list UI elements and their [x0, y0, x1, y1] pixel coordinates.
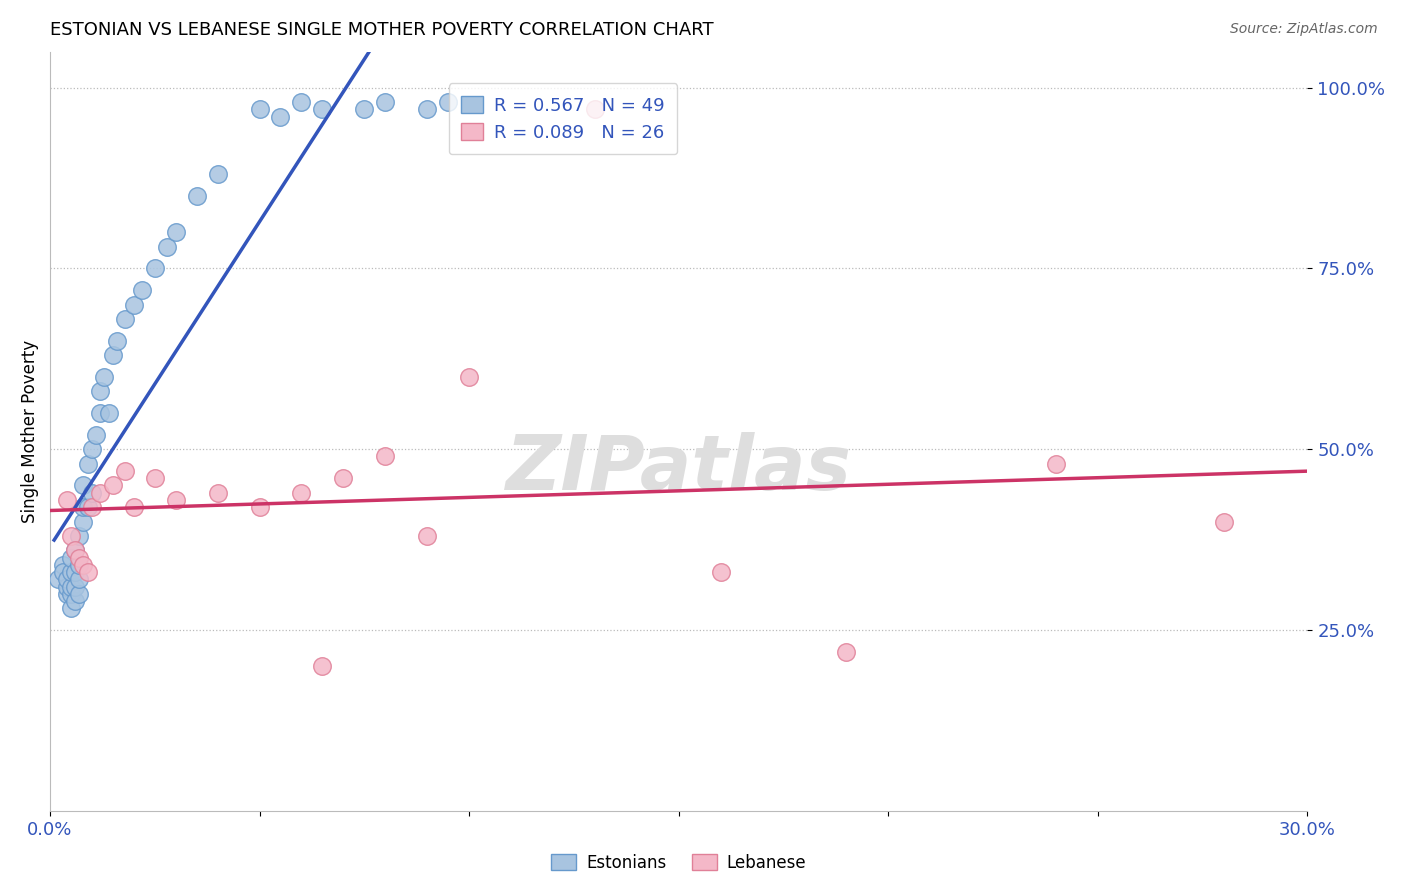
Point: [80, 485, 103, 500]
Legend: Estonians, Lebanese: Estonians, Lebanese: [544, 847, 813, 879]
Point: [72, 478, 94, 492]
Point: [63, 543, 86, 558]
Point: [165, 492, 187, 507]
Point: [55, 580, 77, 594]
Point: [207, 485, 229, 500]
Point: [114, 312, 136, 326]
Point: [59, 565, 82, 579]
Text: ESTONIAN VS LEBANESE SINGLE MOTHER POVERTY CORRELATION CHART: ESTONIAN VS LEBANESE SINGLE MOTHER POVER…: [51, 21, 714, 39]
Point: [72, 500, 94, 514]
Point: [80, 500, 103, 514]
Point: [353, 103, 375, 117]
Point: [311, 659, 333, 673]
Point: [51, 558, 73, 572]
Point: [97, 406, 120, 420]
Point: [290, 95, 312, 109]
Point: [143, 261, 166, 276]
Point: [89, 406, 111, 420]
Point: [59, 580, 82, 594]
Point: [311, 103, 333, 117]
Point: [76, 457, 98, 471]
Point: [63, 580, 86, 594]
Point: [63, 594, 86, 608]
Point: [67, 573, 90, 587]
Point: [72, 515, 94, 529]
Point: [583, 103, 606, 117]
Point: [80, 442, 103, 457]
Point: [55, 573, 77, 587]
Point: [269, 110, 291, 124]
Point: [67, 558, 90, 572]
Point: [437, 95, 460, 109]
Point: [1045, 457, 1067, 471]
Point: [1212, 515, 1234, 529]
Point: [59, 550, 82, 565]
Point: [332, 471, 354, 485]
Point: [51, 565, 73, 579]
Point: [122, 500, 145, 514]
Point: [89, 384, 111, 399]
Point: [156, 240, 179, 254]
Point: [101, 348, 124, 362]
Point: [76, 565, 98, 579]
Point: [374, 450, 396, 464]
Point: [835, 645, 858, 659]
Point: [186, 189, 208, 203]
Point: [76, 500, 98, 514]
Point: [458, 370, 481, 384]
Text: Source: ZipAtlas.com: Source: ZipAtlas.com: [1230, 22, 1378, 37]
Point: [416, 103, 439, 117]
Text: ZIPatlas: ZIPatlas: [506, 432, 852, 506]
Point: [55, 492, 77, 507]
Point: [72, 558, 94, 572]
Point: [55, 587, 77, 601]
Point: [143, 471, 166, 485]
Point: [101, 478, 124, 492]
Point: [59, 587, 82, 601]
Point: [105, 334, 128, 348]
Point: [84, 427, 107, 442]
Point: [122, 297, 145, 311]
Point: [67, 587, 90, 601]
Y-axis label: Single Mother Poverty: Single Mother Poverty: [21, 340, 39, 523]
Point: [93, 370, 115, 384]
Point: [67, 529, 90, 543]
Point: [59, 601, 82, 615]
Point: [46, 573, 69, 587]
Point: [89, 485, 111, 500]
Point: [710, 565, 733, 579]
Point: [114, 464, 136, 478]
Point: [249, 103, 271, 117]
Point: [374, 95, 396, 109]
Point: [63, 565, 86, 579]
Point: [63, 543, 86, 558]
Point: [131, 283, 153, 297]
Point: [290, 485, 312, 500]
Point: [67, 550, 90, 565]
Point: [249, 500, 271, 514]
Point: [416, 529, 439, 543]
Point: [59, 529, 82, 543]
Point: [165, 225, 187, 239]
Point: [207, 168, 229, 182]
